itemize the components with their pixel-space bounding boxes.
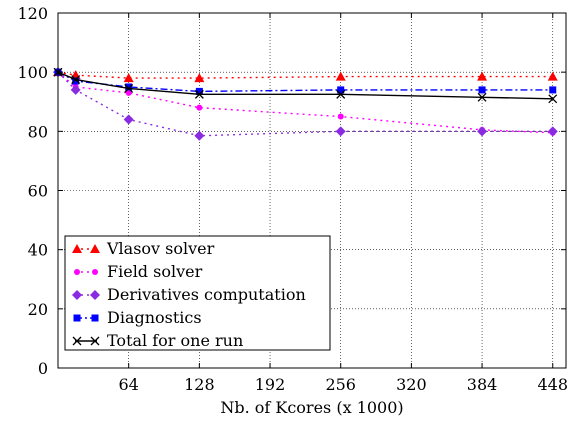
data-point (336, 89, 346, 99)
series-1 (53, 67, 558, 83)
legend-box (64, 235, 331, 351)
data-point (337, 86, 345, 94)
data-point (71, 75, 81, 85)
data-point (194, 130, 205, 141)
data-point (70, 84, 81, 95)
legend-marker (72, 244, 82, 253)
data-point (477, 126, 488, 137)
legend-label: Field solver (107, 262, 203, 281)
legend-entry: Vlasov solver (72, 239, 215, 258)
data-point (478, 86, 486, 94)
legend-label: Total for one run (107, 331, 243, 350)
legend-marker (91, 314, 99, 322)
data-point (194, 73, 205, 83)
data-point (125, 83, 133, 91)
data-point (335, 126, 346, 137)
x-tick-label: 192 (255, 375, 286, 394)
series-layer (53, 67, 558, 141)
y-tick-label: 20 (28, 300, 48, 319)
legend-label: Derivatives computation (107, 285, 306, 304)
legend-marker (90, 336, 100, 346)
axis-ticks (58, 12, 566, 369)
legend-label: Diagnostics (107, 308, 202, 327)
legend-marker (73, 314, 81, 322)
legend-label: Vlasov solver (106, 239, 215, 258)
data-point (124, 83, 134, 93)
x-tick-label: 128 (184, 375, 215, 394)
data-point (123, 114, 134, 125)
y-tick-label: 100 (17, 63, 48, 82)
legend-marker (90, 244, 100, 253)
legend-entry: Field solver (74, 262, 203, 281)
legend-marker (72, 290, 82, 300)
x-tick-label: 256 (325, 375, 356, 394)
legend-marker (92, 269, 98, 275)
data-point (337, 113, 344, 120)
x-axis-title: Nb. of Kcores (x 1000) (220, 398, 403, 417)
series-line (57, 71, 553, 79)
legend: Vlasov solver Field solver Derivatives com… (64, 235, 331, 351)
data-point (548, 94, 558, 104)
legend-entry: Diagnostics (73, 308, 202, 327)
y-tick-label: 60 (28, 182, 48, 201)
data-point (547, 71, 558, 81)
data-point (477, 71, 488, 81)
x-tick-label: 384 (467, 375, 498, 394)
data-point (549, 86, 557, 94)
data-point (194, 89, 204, 99)
tick-labels: 0 20 40 60 80 100 120 64 128 192 256 320 384 448 (17, 4, 568, 394)
legend-entry: Total for one run (72, 331, 243, 350)
data-point (477, 92, 487, 102)
legend-marker (74, 269, 80, 275)
data-point (196, 104, 203, 111)
legend-entry: Derivatives computation (72, 285, 306, 304)
y-tick-label: 120 (17, 4, 48, 23)
data-point (547, 126, 558, 137)
data-point (72, 77, 80, 85)
x-tick-label: 320 (396, 375, 427, 394)
legend-marker (90, 290, 100, 300)
y-tick-label: 0 (38, 359, 48, 378)
legend-marker (72, 336, 82, 346)
y-tick-label: 40 (28, 241, 48, 260)
data-point (195, 87, 203, 95)
data-point (123, 73, 134, 83)
y-tick-label: 80 (28, 122, 48, 141)
data-point (335, 71, 346, 81)
x-tick-label: 448 (537, 375, 568, 394)
x-tick-label: 64 (118, 375, 138, 394)
data-point (125, 89, 132, 96)
